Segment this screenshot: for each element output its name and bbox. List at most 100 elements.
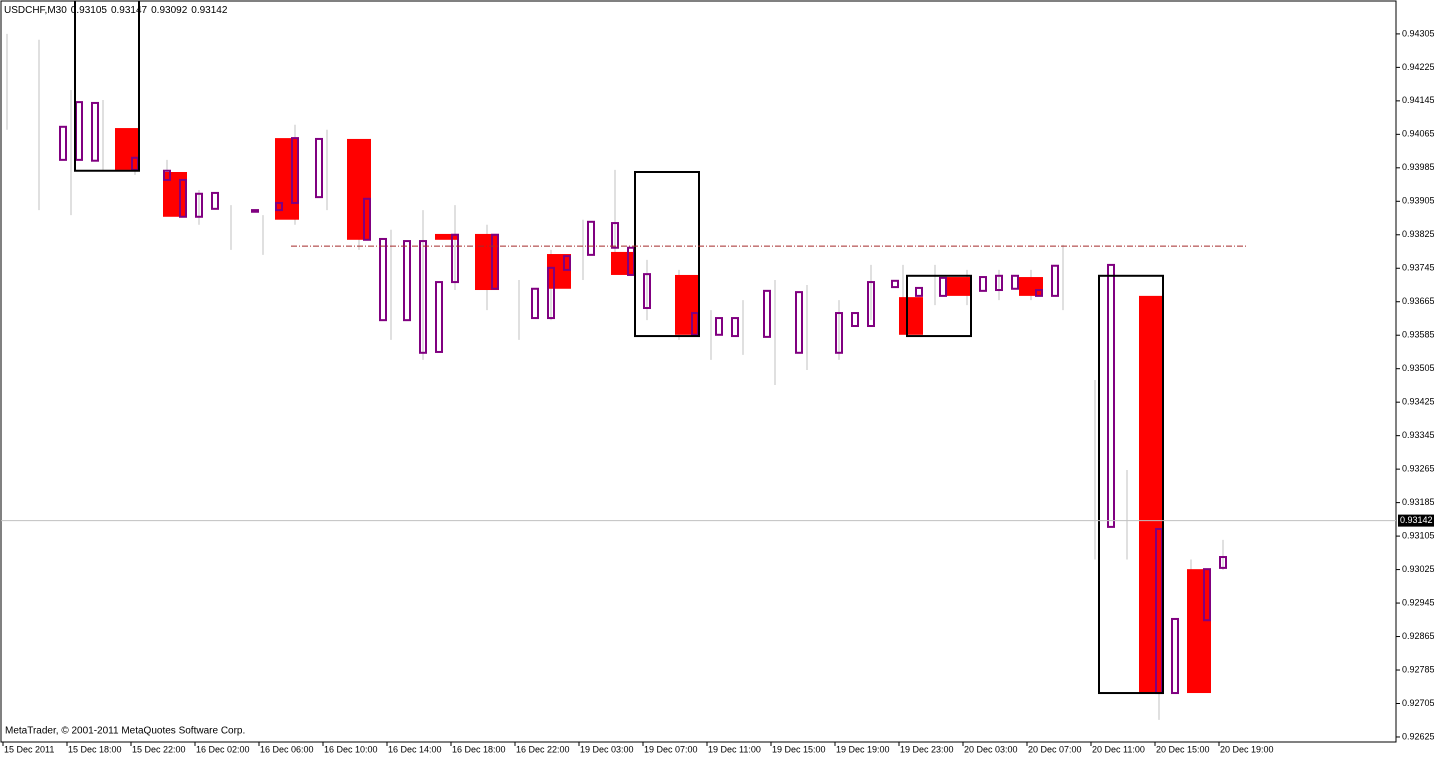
bull-candle bbox=[563, 255, 571, 271]
bull-candle bbox=[451, 233, 459, 284]
bull-candle bbox=[1171, 617, 1179, 695]
x-tick-label: 16 Dec 10:00 bbox=[324, 744, 378, 754]
bear-candle bbox=[347, 138, 371, 240]
bear-candle bbox=[115, 128, 139, 170]
y-tick-label: 0.94145 bbox=[1402, 95, 1434, 105]
y-tick-label: 0.93105 bbox=[1402, 530, 1434, 540]
bull-candle bbox=[547, 266, 555, 320]
plot-frame bbox=[0, 0, 1397, 743]
zone-box bbox=[634, 171, 700, 338]
x-tick-label: 16 Dec 02:00 bbox=[196, 744, 250, 754]
x-tick-label: 19 Dec 07:00 bbox=[644, 744, 698, 754]
header-value: 0.93092 bbox=[151, 5, 188, 16]
bull-candle bbox=[163, 169, 171, 181]
y-tick-label: 0.93265 bbox=[1402, 464, 1434, 474]
bear-candle bbox=[435, 233, 459, 240]
bear-candle bbox=[947, 277, 971, 296]
bear-candle bbox=[1187, 569, 1211, 694]
bull-candle bbox=[851, 312, 859, 328]
y-tick-label: 0.93665 bbox=[1402, 296, 1434, 306]
x-tick-label: 20 Dec 07:00 bbox=[1028, 744, 1082, 754]
bull-candle bbox=[891, 279, 899, 289]
bull-candle bbox=[179, 178, 187, 218]
x-tick-label: 20 Dec 15:00 bbox=[1156, 744, 1210, 754]
y-tick-label: 0.93585 bbox=[1402, 330, 1434, 340]
bear-candle bbox=[275, 138, 299, 220]
y-tick-label: 0.92945 bbox=[1402, 597, 1434, 607]
bull-candle bbox=[403, 240, 411, 322]
x-tick-label: 15 Dec 18:00 bbox=[68, 744, 122, 754]
bull-candle bbox=[531, 287, 539, 320]
zone-box bbox=[74, 1, 140, 172]
bull-candle bbox=[979, 276, 987, 292]
bear-candle bbox=[675, 274, 699, 335]
bear-candle bbox=[475, 233, 499, 291]
bull-candle bbox=[995, 274, 1003, 292]
header-value: 0.93105 bbox=[71, 5, 108, 16]
bull-candle bbox=[1035, 289, 1043, 297]
bull-candle bbox=[835, 312, 843, 354]
current-price-label: 0.93142 bbox=[1400, 515, 1433, 525]
x-tick-label: 15 Dec 2011 bbox=[4, 744, 54, 754]
y-tick-label: 0.93985 bbox=[1402, 162, 1434, 172]
symbol: USDCHF,M30 bbox=[4, 5, 67, 16]
y-tick-label: 0.93825 bbox=[1402, 229, 1434, 239]
y-tick-label: 0.92785 bbox=[1402, 664, 1434, 674]
bull-candle bbox=[211, 191, 219, 210]
y-tick-label: 0.92705 bbox=[1402, 698, 1434, 708]
zone-box bbox=[906, 274, 972, 338]
bull-candle bbox=[91, 101, 99, 162]
x-tick-label: 20 Dec 19:00 bbox=[1220, 744, 1274, 754]
header-value: 0.93147 bbox=[111, 5, 148, 16]
bull-candle bbox=[251, 209, 259, 213]
bull-candle bbox=[491, 233, 499, 290]
bull-candle bbox=[1011, 274, 1019, 290]
zone-box bbox=[1098, 274, 1164, 695]
bull-candle bbox=[435, 281, 443, 353]
bull-candle bbox=[939, 276, 947, 297]
bull-candle bbox=[611, 222, 619, 249]
bear-candle bbox=[899, 297, 923, 335]
bull-candle bbox=[915, 286, 923, 297]
x-tick-label: 15 Dec 22:00 bbox=[132, 744, 186, 754]
current-price-box bbox=[1398, 514, 1434, 527]
bull-candle bbox=[195, 192, 203, 218]
bull-candle bbox=[1051, 264, 1059, 297]
y-tick-label: 0.93905 bbox=[1402, 196, 1434, 206]
bull-candle bbox=[643, 273, 651, 310]
header-value: 0.93142 bbox=[191, 5, 228, 16]
y-tick-label: 0.93345 bbox=[1402, 430, 1434, 440]
bull-candle bbox=[419, 240, 427, 354]
axes: 0.94305 0.94225 0.94145 0.94065 0.93985 0.939… bbox=[2, 28, 1434, 754]
bull-candle bbox=[1203, 568, 1211, 622]
footer: MetaTrader, © 2001-2011 MetaQuotes Softw… bbox=[5, 726, 245, 737]
x-tick-label: 16 Dec 06:00 bbox=[260, 744, 314, 754]
bull-candle bbox=[1107, 263, 1115, 528]
bull-candle bbox=[795, 291, 803, 354]
x-tick-label: 16 Dec 18:00 bbox=[452, 744, 506, 754]
x-tick-label: 20 Dec 11:00 bbox=[1092, 744, 1145, 754]
bull-candle bbox=[867, 281, 875, 328]
bull-candle bbox=[763, 289, 771, 338]
plot-area bbox=[1, 1, 1396, 720]
y-tick-label: 0.93745 bbox=[1402, 263, 1434, 273]
x-tick-label: 19 Dec 03:00 bbox=[580, 744, 634, 754]
bull-candle bbox=[715, 317, 723, 336]
y-tick-label: 0.94065 bbox=[1402, 129, 1434, 139]
y-tick-label: 0.93025 bbox=[1402, 564, 1434, 574]
header: USDCHF,M30 0.93105 0.93147 0.93092 0.93142 bbox=[4, 5, 228, 16]
x-tick-label: 19 Dec 23:00 bbox=[900, 744, 954, 754]
x-tick-label: 19 Dec 11:00 bbox=[708, 744, 761, 754]
x-tick-label: 16 Dec 14:00 bbox=[388, 744, 442, 754]
y-tick-label: 0.92865 bbox=[1402, 631, 1434, 641]
bull-candle bbox=[275, 201, 283, 212]
bull-candle bbox=[1219, 556, 1227, 569]
bear-candle bbox=[547, 254, 571, 289]
bear-candle bbox=[163, 172, 187, 217]
x-tick-label: 19 Dec 19:00 bbox=[836, 744, 890, 754]
bull-candle bbox=[587, 220, 595, 256]
bull-candle bbox=[59, 125, 67, 161]
x-tick-label: 16 Dec 22:00 bbox=[516, 744, 570, 754]
y-tick-label: 0.92625 bbox=[1402, 731, 1434, 741]
